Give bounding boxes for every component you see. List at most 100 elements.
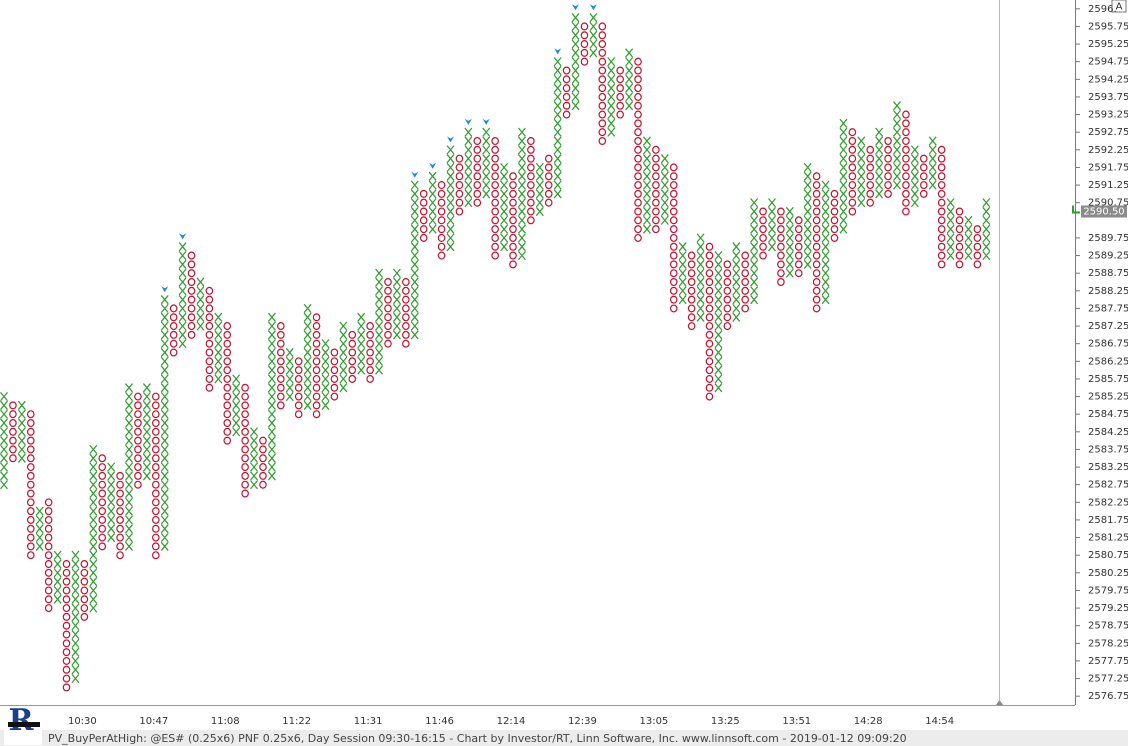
signal-marker (411, 171, 419, 178)
x-tick-label: 11:31 (354, 716, 383, 727)
signal-marker (179, 233, 187, 240)
o-column (794, 216, 803, 278)
o-column (44, 498, 53, 612)
o-column (187, 251, 196, 339)
x-column (535, 162, 544, 217)
x-tick-label: 11:46 (425, 716, 454, 727)
y-tick-label: 2587.75 (1088, 303, 1128, 314)
y-tick-label: 2592.75 (1088, 127, 1128, 138)
scale-button[interactable] (1111, 0, 1127, 13)
o-column (455, 154, 464, 216)
x-column (178, 242, 187, 349)
x-column (660, 154, 669, 225)
o-column (277, 322, 285, 410)
x-tick-label: 14:28 (854, 716, 883, 727)
x-column (160, 295, 169, 551)
x-column (303, 303, 312, 410)
o-column (848, 128, 857, 216)
y-tick-label: 2588.25 (1088, 286, 1128, 297)
o-column (562, 66, 571, 119)
y-tick-label: 2577.75 (1088, 656, 1128, 667)
x-column (392, 268, 401, 340)
y-tick-label: 2585.25 (1088, 392, 1128, 403)
o-column (491, 137, 499, 260)
x-column (250, 427, 259, 490)
logo-letter: R (9, 703, 35, 738)
x-column (125, 383, 133, 551)
o-column (437, 181, 446, 260)
x-column (339, 321, 348, 393)
o-column (634, 57, 642, 242)
x-column (607, 57, 616, 137)
logo: R (4, 703, 42, 745)
x-column (839, 118, 848, 234)
y-tick-label: 2591.75 (1088, 162, 1128, 173)
x-column (89, 444, 98, 613)
x-column (910, 145, 919, 208)
x-column (803, 162, 812, 269)
o-column (955, 207, 964, 269)
status-bar (0, 730, 1128, 746)
o-column (741, 251, 749, 313)
x-column (768, 198, 776, 252)
x-column (107, 462, 116, 543)
o-column (866, 145, 875, 207)
signal-marker (161, 286, 169, 293)
o-column (973, 225, 982, 269)
x-tick-label: 11:22 (282, 716, 311, 727)
y-tick-label: 2584.75 (1088, 409, 1128, 420)
o-column (705, 242, 714, 401)
x-tick-label: 13:05 (639, 716, 668, 727)
x-column (214, 312, 223, 384)
o-column (402, 278, 410, 348)
o-column (330, 348, 339, 401)
y-tick-label: 2579.25 (1088, 603, 1128, 614)
scale-button-label[interactable]: A (1116, 2, 1123, 13)
o-column (616, 66, 624, 119)
o-column (527, 137, 535, 225)
x-tick-label: 14:54 (925, 716, 954, 727)
x-column (482, 127, 491, 199)
y-tick-label: 2580.75 (1088, 550, 1128, 561)
y-tick-label: 2595.75 (1088, 21, 1128, 32)
o-column (669, 163, 678, 313)
x-column (785, 206, 794, 278)
o-column (223, 322, 232, 445)
y-tick-label: 2591.25 (1088, 180, 1128, 191)
x-column (71, 550, 80, 684)
o-column (544, 154, 553, 207)
y-tick-label: 2589.75 (1088, 233, 1128, 244)
y-tick-label: 2577.25 (1088, 674, 1128, 685)
x-column (428, 171, 437, 234)
o-column (241, 383, 249, 498)
x-column (678, 242, 687, 305)
o-column (80, 560, 89, 621)
o-column (116, 471, 124, 560)
x-column (464, 127, 473, 208)
y-tick-label: 2578.75 (1088, 621, 1128, 632)
o-column (312, 313, 321, 419)
signal-marker (464, 118, 472, 125)
current-price-box (1081, 205, 1127, 218)
y-tick-label: 2596. (1088, 4, 1117, 15)
y-tick-label: 2595.25 (1088, 39, 1128, 50)
o-column (294, 357, 303, 419)
o-column (937, 145, 946, 269)
x-column (321, 339, 330, 410)
x-tick-label: 12:39 (568, 716, 597, 727)
o-column (384, 278, 392, 348)
x-tick-label: 10:30 (68, 716, 97, 727)
o-column (152, 392, 160, 560)
o-column (687, 251, 696, 330)
y-tick-label: 2583.75 (1088, 444, 1128, 455)
x-column (142, 383, 151, 481)
x-column (893, 101, 901, 190)
y-tick-label: 2588.75 (1088, 268, 1128, 279)
x-column (35, 506, 44, 551)
x-column (642, 136, 651, 234)
y-tick-label: 2581.75 (1088, 515, 1128, 526)
o-column (509, 172, 517, 269)
o-column (169, 304, 178, 357)
